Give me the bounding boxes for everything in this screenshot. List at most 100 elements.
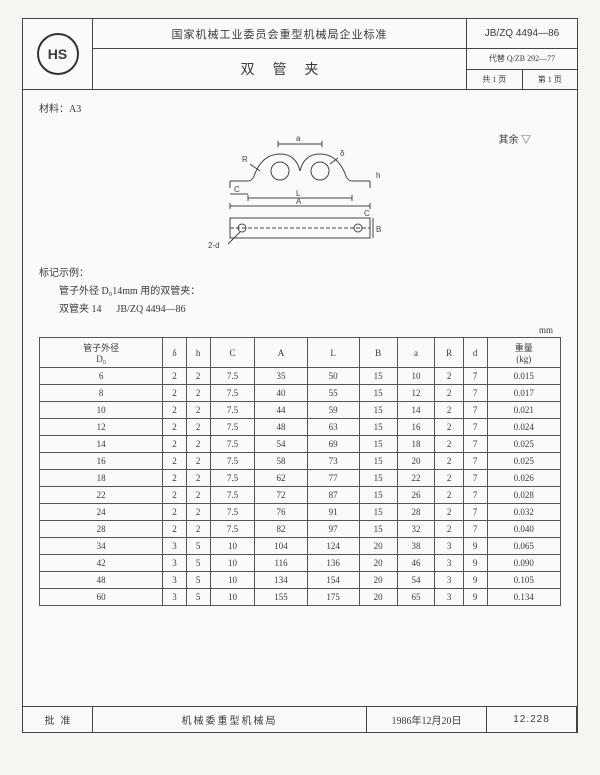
- table-cell: 2: [435, 385, 463, 402]
- table-header: L: [307, 338, 359, 368]
- table-cell: 2: [163, 419, 187, 436]
- svg-text:a: a: [296, 134, 301, 143]
- table-cell: 175: [307, 589, 359, 606]
- table-cell: 104: [255, 538, 307, 555]
- marking-heading: 标记示例：: [39, 265, 561, 283]
- table-cell: 0.032: [487, 504, 560, 521]
- table-cell: 7: [463, 436, 487, 453]
- svg-text:h: h: [376, 171, 380, 180]
- table-cell: 91: [307, 504, 359, 521]
- table-cell: 10: [210, 555, 255, 572]
- marking-line2a: 双管夹 14: [59, 304, 102, 315]
- table-cell: 40: [255, 385, 307, 402]
- table-cell: 15: [359, 385, 397, 402]
- table-cell: 3: [435, 589, 463, 606]
- table-cell: 44: [255, 402, 307, 419]
- table-cell: 3: [163, 555, 187, 572]
- surface-note: 其余 ▽: [499, 131, 532, 146]
- table-row: 3435101041242038390.065: [40, 538, 561, 555]
- table-row: 6227.535501510270.015: [40, 368, 561, 385]
- table-header: 管子外径D₀: [40, 338, 163, 368]
- replaces-label: 代替 Q/ZB 292—77: [467, 49, 577, 70]
- table-cell: 2: [186, 521, 210, 538]
- table-cell: 2: [435, 419, 463, 436]
- table-row: 8227.540551512270.017: [40, 385, 561, 402]
- table-cell: 12: [40, 419, 163, 436]
- table-cell: 77: [307, 470, 359, 487]
- footer: 批准 机械委重型机械局 1986年12月20日 12.228: [23, 706, 577, 732]
- table-cell: 5: [186, 538, 210, 555]
- table-cell: 59: [307, 402, 359, 419]
- table-cell: 10: [397, 368, 435, 385]
- table-cell: 15: [359, 504, 397, 521]
- table-cell: 54: [255, 436, 307, 453]
- table-cell: 134: [255, 572, 307, 589]
- table-cell: 2: [163, 504, 187, 521]
- table-cell: 3: [435, 555, 463, 572]
- table-cell: 2: [163, 521, 187, 538]
- table-cell: 69: [307, 436, 359, 453]
- table-cell: 15: [359, 436, 397, 453]
- table-cell: 2: [186, 453, 210, 470]
- table-row: 4835101341542054390.105: [40, 572, 561, 589]
- table-cell: 54: [397, 572, 435, 589]
- table-cell: 65: [397, 589, 435, 606]
- table-cell: 5: [186, 555, 210, 572]
- table-row: 14227.554691518270.025: [40, 436, 561, 453]
- table-cell: 155: [255, 589, 307, 606]
- table-cell: 10: [210, 589, 255, 606]
- table-cell: 2: [163, 470, 187, 487]
- table-cell: 15: [359, 368, 397, 385]
- table-cell: 18: [397, 436, 435, 453]
- table-cell: 38: [397, 538, 435, 555]
- table-cell: 124: [307, 538, 359, 555]
- table-cell: 0.028: [487, 487, 560, 504]
- table-cell: 87: [307, 487, 359, 504]
- table-row: 10227.544591514270.021: [40, 402, 561, 419]
- dimension-table: 管子外径D₀δhCALBaRd重量(kg) 6227.535501510270.…: [39, 337, 561, 606]
- logo-icon: HS: [37, 33, 79, 75]
- table-row: 28227.582971532270.040: [40, 521, 561, 538]
- table-cell: 7: [463, 521, 487, 538]
- table-cell: 14: [40, 436, 163, 453]
- table-cell: 10: [210, 538, 255, 555]
- table-cell: 18: [40, 470, 163, 487]
- svg-text:A: A: [296, 197, 302, 206]
- table-cell: 72: [255, 487, 307, 504]
- svg-text:δ: δ: [340, 149, 345, 158]
- table-cell: 2: [435, 504, 463, 521]
- marking-line1: 管子外径 D₀14mm 用的双管夹：: [39, 283, 561, 301]
- table-cell: 0.026: [487, 470, 560, 487]
- table-cell: 2: [163, 385, 187, 402]
- table-row: 16227.558731520270.025: [40, 453, 561, 470]
- table-cell: 5: [186, 572, 210, 589]
- table-cell: 3: [163, 572, 187, 589]
- table-cell: 2: [163, 436, 187, 453]
- table-cell: 34: [40, 538, 163, 555]
- unit-label: mm: [39, 325, 561, 335]
- table-cell: 0.065: [487, 538, 560, 555]
- table-row: 22227.572871526270.028: [40, 487, 561, 504]
- table-cell: 7: [463, 504, 487, 521]
- table-cell: 15: [359, 453, 397, 470]
- table-cell: 10: [210, 572, 255, 589]
- table-header: 重量(kg): [487, 338, 560, 368]
- table-cell: 20: [359, 555, 397, 572]
- table-cell: 7.5: [210, 470, 255, 487]
- table-cell: 48: [40, 572, 163, 589]
- table-cell: 2: [163, 402, 187, 419]
- table-header: δ: [163, 338, 187, 368]
- table-cell: 5: [186, 589, 210, 606]
- table-cell: 154: [307, 572, 359, 589]
- table-cell: 2: [186, 504, 210, 521]
- table-cell: 7.5: [210, 419, 255, 436]
- table-cell: 9: [463, 555, 487, 572]
- table-cell: 9: [463, 538, 487, 555]
- table-cell: 2: [186, 402, 210, 419]
- table-cell: 48: [255, 419, 307, 436]
- marking-example: 标记示例： 管子外径 D₀14mm 用的双管夹： 双管夹 14 JB/ZQ 44…: [39, 265, 561, 319]
- table-cell: 2: [163, 368, 187, 385]
- organization-name: 国家机械工业委员会重型机械局企业标准: [93, 19, 467, 49]
- table-cell: 50: [307, 368, 359, 385]
- issue-date: 1986年12月20日: [367, 707, 487, 732]
